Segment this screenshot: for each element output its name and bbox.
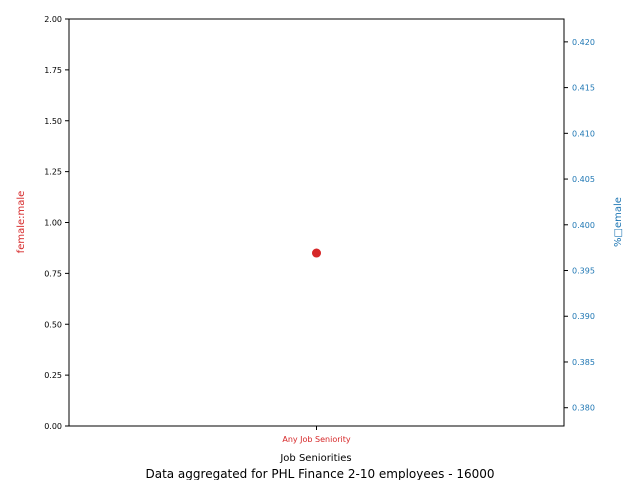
data-point (312, 248, 321, 258)
left-tick-label: 0.75 (44, 269, 62, 278)
left-tick-label: 2.00 (44, 15, 62, 24)
right-tick-label: 0.415 (572, 84, 595, 93)
right-tick-label: 0.410 (572, 129, 595, 138)
right-tick-label: 0.420 (572, 38, 595, 47)
right-tick-label: 0.385 (572, 358, 595, 367)
left-tick-label: 0.50 (44, 320, 62, 329)
y-axis-label-right: %□emale (613, 197, 624, 247)
x-axis-label: Job Seniorities (279, 453, 351, 464)
right-tick-label: 0.380 (572, 404, 595, 413)
plot-area (68, 18, 565, 427)
left-tick-label: 1.50 (44, 117, 62, 126)
left-tick-label: 1.75 (44, 66, 62, 75)
left-axis: 0.00 0.25 0.50 0.75 1.00 1.25 1.50 1.75 2.00 (44, 15, 69, 431)
series-points (312, 248, 321, 258)
left-tick-label: 0.00 (44, 422, 62, 431)
x-axis: Any Job Seniority (282, 426, 351, 444)
left-tick-label: 1.25 (44, 168, 62, 177)
left-tick-label: 1.00 (44, 219, 62, 228)
right-tick-label: 0.405 (572, 175, 595, 184)
right-axis: 0.380 0.385 0.390 0.395 0.400 0.405 0.410 0.415… (564, 38, 595, 413)
chart-caption: Data aggregated for PHL Finance 2-10 emp… (145, 467, 494, 480)
right-tick-label: 0.390 (572, 312, 595, 321)
x-tick-label: Any Job Seniority (282, 435, 351, 444)
y-axis-label-left: female:male (16, 191, 27, 254)
right-tick-label: 0.395 (572, 267, 595, 276)
right-tick-label: 0.400 (572, 221, 595, 230)
left-tick-label: 0.25 (44, 371, 62, 380)
